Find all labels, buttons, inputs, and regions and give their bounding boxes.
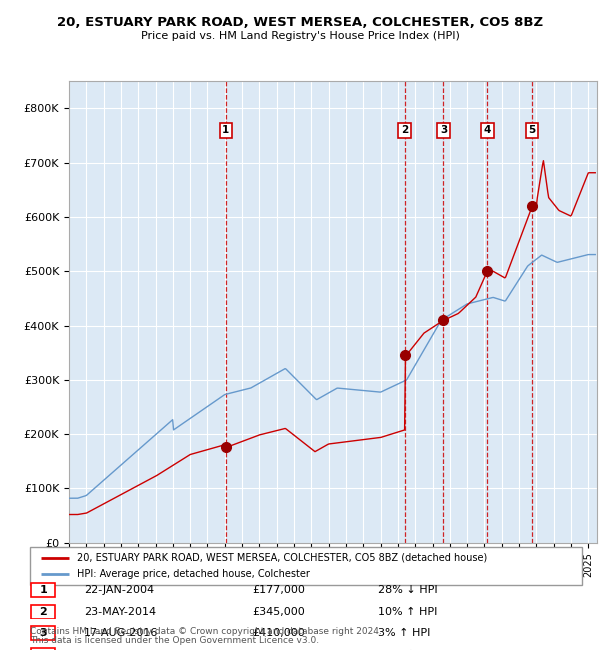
- Text: Price paid vs. HM Land Registry's House Price Index (HPI): Price paid vs. HM Land Registry's House …: [140, 31, 460, 41]
- Text: 2: 2: [401, 125, 408, 135]
- Text: £410,000: £410,000: [252, 628, 305, 638]
- Text: 22-JAN-2004: 22-JAN-2004: [84, 585, 154, 595]
- Text: 3% ↑ HPI: 3% ↑ HPI: [378, 628, 430, 638]
- Text: 23-MAY-2014: 23-MAY-2014: [84, 606, 156, 617]
- Text: £177,000: £177,000: [252, 585, 305, 595]
- Text: 28% ↓ HPI: 28% ↓ HPI: [378, 585, 437, 595]
- Text: This data is licensed under the Open Government Licence v3.0.: This data is licensed under the Open Gov…: [30, 636, 319, 645]
- Text: 1: 1: [222, 125, 229, 135]
- Text: 20, ESTUARY PARK ROAD, WEST MERSEA, COLCHESTER, CO5 8BZ: 20, ESTUARY PARK ROAD, WEST MERSEA, COLC…: [57, 16, 543, 29]
- Text: 4: 4: [484, 125, 491, 135]
- Text: HPI: Average price, detached house, Colchester: HPI: Average price, detached house, Colc…: [77, 569, 310, 579]
- Text: 10% ↑ HPI: 10% ↑ HPI: [378, 606, 437, 617]
- Text: 3: 3: [440, 125, 447, 135]
- Text: 17-AUG-2016: 17-AUG-2016: [84, 628, 158, 638]
- Text: 2: 2: [40, 606, 47, 617]
- Text: 20, ESTUARY PARK ROAD, WEST MERSEA, COLCHESTER, CO5 8BZ (detached house): 20, ESTUARY PARK ROAD, WEST MERSEA, COLC…: [77, 553, 487, 563]
- Text: Contains HM Land Registry data © Crown copyright and database right 2024.: Contains HM Land Registry data © Crown c…: [30, 627, 382, 636]
- Text: £345,000: £345,000: [252, 606, 305, 617]
- Text: 5: 5: [529, 125, 536, 135]
- Text: 3: 3: [40, 628, 47, 638]
- Text: 1: 1: [40, 585, 47, 595]
